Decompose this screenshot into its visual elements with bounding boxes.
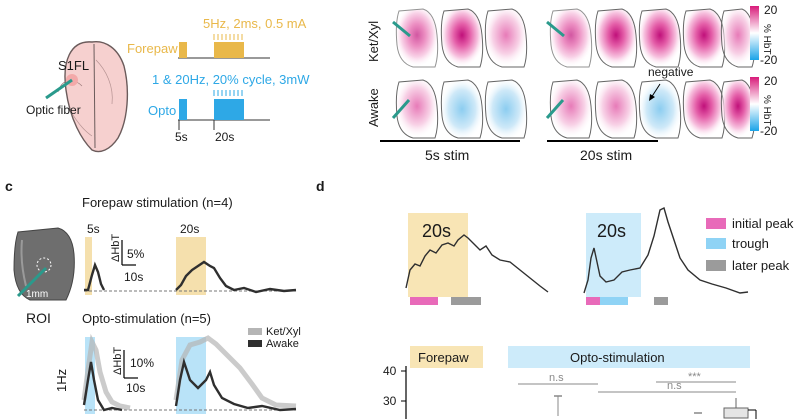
s1fl-label: S1FL: [58, 58, 89, 73]
forepaw-5s-trace: [84, 261, 106, 292]
row-label-1hz: 1Hz: [54, 369, 69, 392]
phase-initial-peak-bar: [586, 297, 600, 305]
hbt-maps-ketxyl: [395, 8, 756, 68]
forepaw-20s-trace: [175, 260, 297, 294]
negative-arrowhead: [649, 94, 655, 101]
legend-ketxyl: Ket/Xyl: [266, 326, 301, 338]
title-opto: Opto-stimulation (n=5): [82, 311, 211, 326]
legend-trough-swatch: [706, 238, 726, 249]
group-opto-label: Opto-stimulation: [570, 350, 665, 365]
scale-y1-label: 5%: [127, 247, 145, 261]
opto-5s-awake-trace: [82, 361, 123, 412]
phase-initial-peak-bar: [410, 297, 438, 305]
scale-axis-2: ΔHbT: [112, 347, 124, 375]
phase-trough-bar: [600, 297, 628, 305]
forepaw-5s-shade: [85, 237, 92, 295]
cbar-top-unit: % HbT: [761, 24, 772, 55]
y-tick-40: 40: [383, 364, 397, 378]
optic-fiber-icon: [16, 266, 48, 298]
panel-letter-d: d: [316, 178, 325, 194]
forepaw-params: 5Hz, 2ms, 0.5 mA: [203, 16, 307, 31]
roi-label: ROI: [26, 310, 51, 326]
scale-y2-label: 10%: [130, 356, 154, 370]
title-forepaw: Forepaw stimulation (n=4): [82, 195, 233, 210]
group-forepaw-label: Forepaw: [418, 350, 469, 365]
opto-5s-ketxyl-trace: [81, 333, 131, 411]
opto-20s-ketxyl-trace: [173, 335, 297, 409]
stim-20s-label: 20s stim: [580, 147, 632, 163]
forepaw-label: Forepaw: [127, 41, 178, 56]
scale-axis-1: ΔHbT: [110, 234, 122, 262]
opto-label: Opto: [148, 103, 176, 118]
scale-1mm: 1mm: [26, 289, 48, 300]
opto-20s-awake-trace: [174, 357, 297, 412]
legend-later-peak: later peak: [732, 258, 790, 273]
roi-image: [13, 227, 75, 301]
brain-diagram: [57, 41, 129, 153]
sig-ns-2: n.s: [667, 380, 682, 392]
hbt-maps-awake: [395, 79, 756, 139]
cbar-top-max: 20: [764, 3, 778, 17]
box-plot: [723, 407, 749, 419]
colorbar-bottom: [750, 77, 759, 131]
opto-params: 1 & 20Hz, 20% cycle, 3mW: [152, 72, 310, 87]
cbar-bottom-max: 20: [764, 74, 778, 88]
legend-ketxyl-swatch: [248, 328, 262, 335]
legend-later-peak-swatch: [706, 260, 726, 271]
legend-initial-peak-swatch: [706, 218, 726, 229]
box2-label: 20s: [597, 221, 626, 241]
legend-awake: Awake: [266, 338, 299, 350]
sig-ns-1: n.s: [549, 372, 564, 384]
optic-fiber-icon: [545, 99, 565, 119]
panel-letter-c: c: [5, 178, 13, 194]
duration-5s: 5s: [175, 130, 188, 144]
opto-example-trace: [583, 206, 749, 294]
optic-fiber-icon: [392, 20, 411, 38]
box1-label: 20s: [422, 221, 451, 241]
roi-circle: [36, 257, 52, 273]
cbar-bottom-min: -20: [760, 124, 778, 138]
scale-x2-label: 10s: [126, 381, 145, 395]
optic-fiber-icon: [391, 99, 411, 119]
optic-fiber-icon: [546, 20, 565, 38]
y-tick-30: 30: [383, 394, 397, 408]
forepaw-example-trace: [405, 234, 549, 293]
phase-later-peak-bar: [451, 297, 481, 305]
label-5s: 5s: [87, 222, 100, 236]
legend-trough: trough: [732, 236, 769, 251]
cbar-bottom-unit: % HbT: [761, 95, 772, 126]
negative-label: negative: [648, 65, 694, 79]
label-20s: 20s: [180, 222, 199, 236]
phase-later-peak-bar: [654, 297, 668, 305]
legend-initial-peak: initial peak: [732, 216, 794, 231]
optic-fiber-icon: [45, 78, 73, 100]
opto-stim-diagram: [178, 90, 270, 121]
colorbar-top: [750, 6, 759, 60]
sig-stars: ***: [688, 371, 702, 383]
cbar-top-min: -20: [760, 53, 778, 67]
group-forepaw-header: [410, 346, 483, 368]
row-label-ketxyl: Ket/Xyl: [366, 21, 381, 62]
optic-fiber-label: Optic fiber: [26, 103, 81, 117]
group-opto-header: [508, 346, 750, 368]
row-label-awake: Awake: [366, 88, 381, 127]
opto-5s-shade: [85, 337, 95, 414]
stim-5s-label: 5s stim: [425, 147, 469, 163]
legend-awake-swatch: [248, 340, 262, 347]
forepaw-stim-diagram: [178, 34, 270, 59]
forepaw-20s-box: [408, 213, 468, 297]
scale-x1-label: 10s: [124, 270, 143, 284]
duration-20s: 20s: [215, 130, 234, 144]
